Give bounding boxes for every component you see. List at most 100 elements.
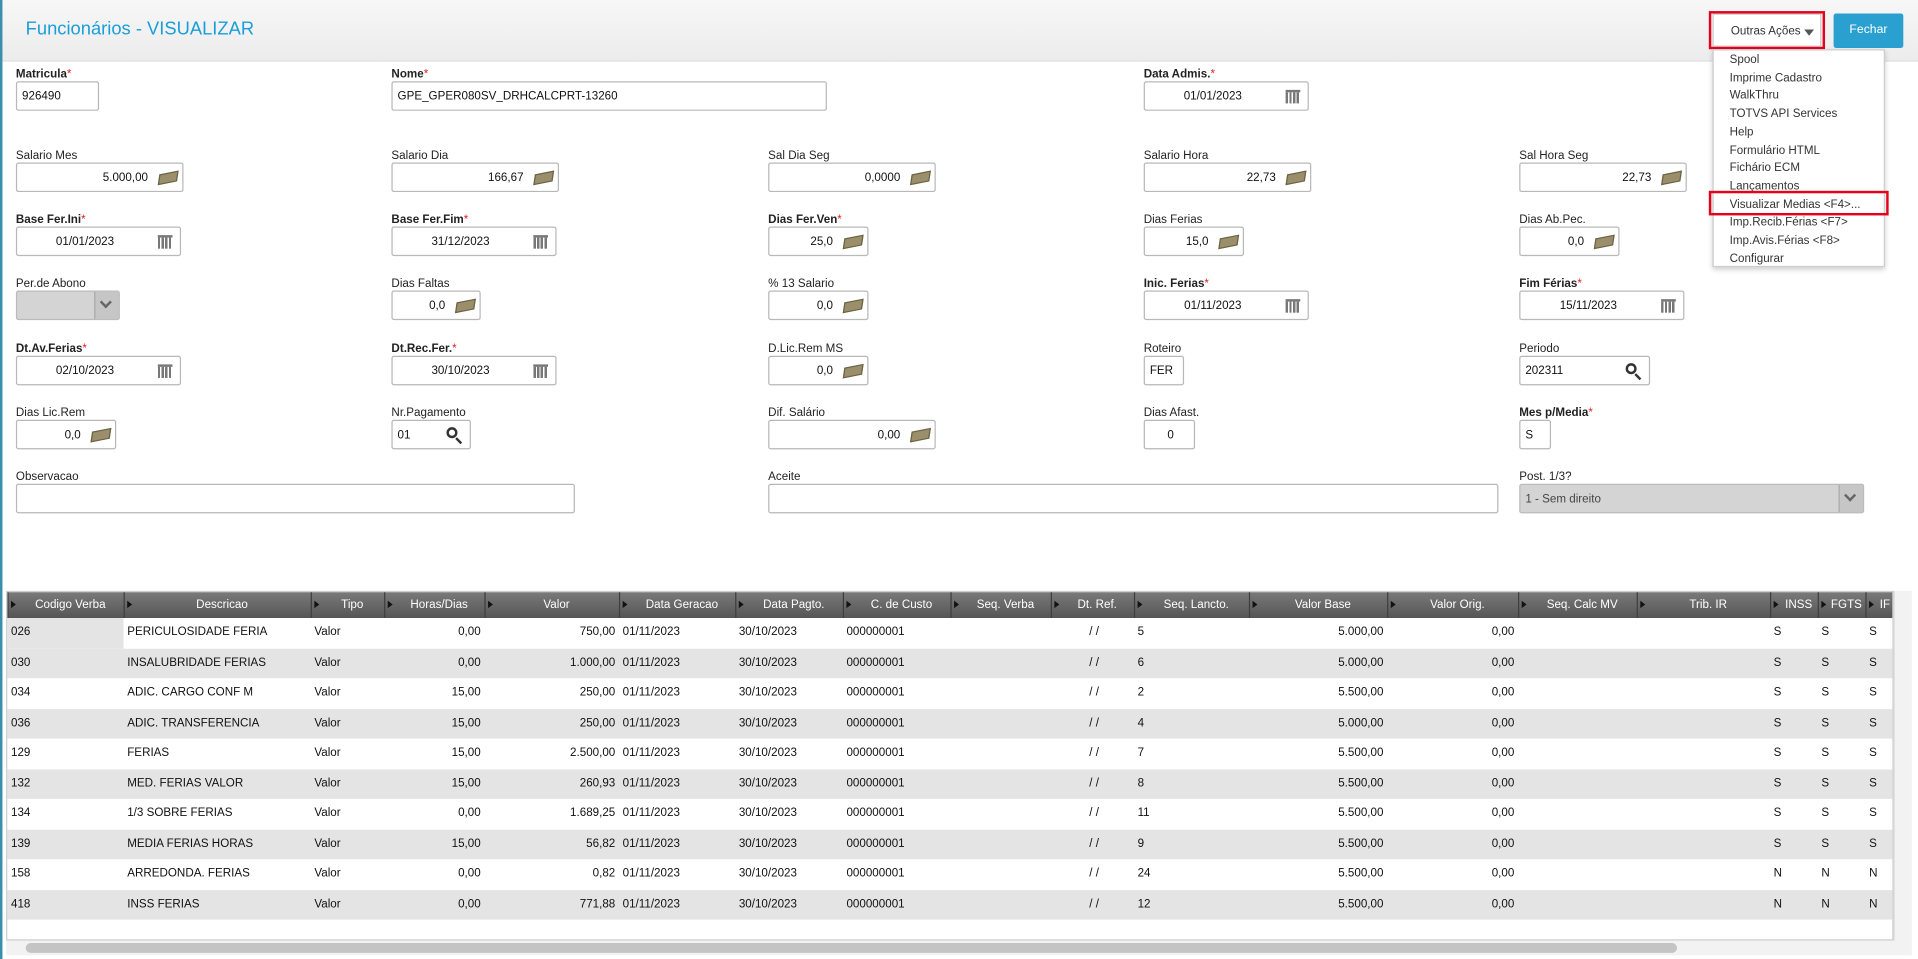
column-header[interactable]: IF: [1879, 598, 1891, 612]
input-field[interactable]: 0,0: [1519, 226, 1620, 257]
sort-arrow[interactable]: [954, 600, 963, 609]
column-header[interactable]: Valor Orig.: [1430, 598, 1485, 612]
input-field[interactable]: 0,0: [768, 290, 869, 321]
sort-arrow[interactable]: [1521, 600, 1531, 609]
column-header[interactable]: Data Pagto.: [763, 598, 825, 612]
table-row[interactable]: [7, 648, 1893, 679]
input-field[interactable]: 02/10/2023: [15, 355, 182, 386]
menu-item[interactable]: TOTVS API Services: [1729, 107, 1838, 121]
input-field[interactable]: 22,73: [1519, 162, 1687, 193]
sort-arrow[interactable]: [1054, 600, 1063, 609]
menu-item[interactable]: Lançamentos: [1729, 179, 1800, 194]
input-field[interactable]: 926490: [15, 81, 100, 111]
column-header[interactable]: Descricao: [196, 598, 248, 612]
column-header[interactable]: Trib. IR: [1689, 598, 1728, 612]
table-row[interactable]: [7, 829, 1893, 860]
column-header[interactable]: Data Geracao: [645, 598, 719, 612]
column-header[interactable]: Tipo: [341, 598, 364, 612]
column-header[interactable]: INSS: [1785, 598, 1813, 612]
input-field[interactable]: 01/01/2023: [1143, 81, 1309, 111]
table-row[interactable]: [7, 798, 1893, 830]
column-header[interactable]: FGTS: [1830, 598, 1862, 612]
input-field[interactable]: 15,0: [1143, 226, 1245, 257]
sort-arrow[interactable]: [387, 600, 397, 609]
sort-arrow[interactable]: [127, 600, 136, 609]
input-field[interactable]: 0,00: [768, 419, 936, 450]
menu-item[interactable]: Imprime Cadastro: [1729, 71, 1822, 85]
input-field[interactable]: 31/12/2023: [391, 226, 557, 257]
input-field[interactable]: [768, 483, 1499, 514]
column-header[interactable]: Seq. Lancto.: [1163, 598, 1229, 612]
input-field[interactable]: 01: [391, 419, 471, 450]
input-field[interactable]: 25,0: [768, 226, 869, 257]
column-header[interactable]: Dt. Ref.: [1077, 598, 1117, 612]
input-field[interactable]: [15, 483, 575, 514]
sort-arrow[interactable]: [1137, 600, 1147, 609]
sort-arrow[interactable]: [11, 600, 20, 609]
table-row[interactable]: [7, 617, 1893, 649]
input-field[interactable]: FER: [1143, 355, 1185, 386]
menu-item[interactable]: WalkThru: [1729, 89, 1779, 103]
input-field[interactable]: 30/10/2023: [391, 355, 557, 386]
column-header[interactable]: Seq. Calc MV: [1546, 598, 1618, 612]
table-row[interactable]: [7, 708, 1893, 739]
table-row[interactable]: [7, 859, 1893, 890]
close-button[interactable]: Fechar: [1833, 13, 1904, 49]
menu-item[interactable]: Help: [1729, 125, 1754, 139]
column-header[interactable]: Valor Base: [1294, 598, 1351, 612]
input-field[interactable]: [15, 290, 120, 321]
sort-arrow[interactable]: [1773, 600, 1783, 609]
actions-button[interactable]: Outras Ações: [1712, 13, 1822, 47]
input-field[interactable]: 0,0000: [768, 162, 936, 193]
combo-button[interactable]: [94, 291, 119, 319]
table-cell: S: [1773, 776, 1782, 790]
input-field[interactable]: 1 - Sem direito: [1519, 483, 1865, 514]
menu-item[interactable]: Visualizar Medias <F4>...: [1729, 197, 1861, 212]
menu-item[interactable]: Formulário HTML: [1729, 143, 1821, 157]
label-text: Salario Hora: [1143, 148, 1209, 163]
sort-arrow[interactable]: [738, 600, 748, 609]
input-field[interactable]: 0,0: [15, 419, 117, 450]
column-header[interactable]: Codigo Verba: [35, 598, 106, 612]
input-field[interactable]: 01/11/2023: [1143, 290, 1309, 321]
column-header[interactable]: Seq. Verba: [976, 598, 1035, 612]
scroll-thumb[interactable]: [25, 942, 1678, 953]
input-field[interactable]: 0: [1143, 419, 1196, 450]
sort-arrow[interactable]: [1869, 600, 1878, 609]
table-row[interactable]: [7, 889, 1893, 920]
input-field[interactable]: 5.000,00: [15, 162, 184, 193]
menu-item[interactable]: Imp.Avis.Férias <F8>: [1729, 233, 1840, 248]
column-header[interactable]: Horas/Dias: [410, 598, 468, 612]
input-field[interactable]: 01/01/2023: [15, 226, 182, 257]
sort-arrow[interactable]: [1640, 600, 1649, 609]
table-row[interactable]: [7, 768, 1893, 799]
sort-arrow[interactable]: [622, 600, 632, 609]
column-header[interactable]: Valor: [543, 598, 570, 612]
sort-arrow[interactable]: [314, 600, 323, 609]
table-cell: 56,82: [586, 836, 616, 851]
input-field[interactable]: 166,67: [391, 162, 560, 193]
sort-arrow[interactable]: [1390, 600, 1400, 609]
input-field[interactable]: 22,73: [1143, 162, 1312, 193]
input-field[interactable]: 0,0: [768, 355, 869, 386]
sort-arrow[interactable]: [1821, 600, 1830, 609]
input-field[interactable]: 0,0: [391, 290, 481, 321]
table-cell: 12: [1137, 896, 1151, 911]
menu-item[interactable]: Spool: [1729, 52, 1760, 67]
input-field[interactable]: GPE_GPER080SV_DRHCALCPRT-13260: [391, 81, 827, 111]
vertical-scrollbar[interactable]: [1893, 590, 1912, 941]
sort-arrow[interactable]: [488, 600, 497, 609]
sort-arrow[interactable]: [1252, 600, 1262, 609]
menu-item[interactable]: Imp.Recib.Férias <F7>: [1729, 215, 1848, 230]
input-field[interactable]: S: [1519, 419, 1552, 450]
column-header[interactable]: C. de Custo: [870, 598, 933, 612]
input-field[interactable]: 202311: [1519, 355, 1651, 386]
horizontal-scrollbar[interactable]: [6, 940, 1912, 956]
table-row[interactable]: [7, 678, 1893, 709]
input-field[interactable]: 15/11/2023: [1519, 290, 1685, 321]
table-row[interactable]: [7, 738, 1893, 769]
menu-item[interactable]: Configurar: [1729, 251, 1784, 266]
combo-button[interactable]: [1838, 485, 1863, 513]
menu-item[interactable]: Fichário ECM: [1729, 161, 1801, 176]
sort-arrow[interactable]: [846, 600, 855, 609]
